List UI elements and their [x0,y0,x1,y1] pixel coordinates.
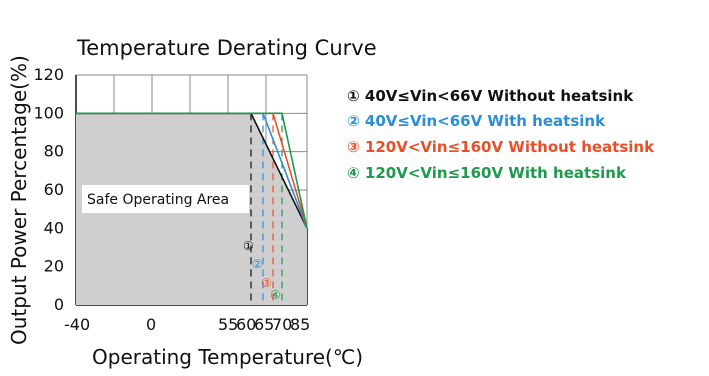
series-marker-3: ③ [261,276,272,290]
y-tick-label: 80 [44,142,64,161]
y-tick-label: 40 [44,218,64,237]
area-label-box [82,185,249,213]
y-tick-label: 60 [44,180,64,199]
y-axis-label: Output Power Percentage(%) [7,55,31,345]
safe-area-label: Safe Operating Area [87,192,229,208]
y-tick-label: 120 [33,65,64,84]
legend-entry-1: ① 40V≤Vin<66V Without heatsink [347,87,634,105]
legend: ① 40V≤Vin<66V Without heatsink ② 40V≤Vin<… [347,87,655,182]
series-marker-1: ① [243,239,254,253]
x-tick-label: -40 [64,315,90,334]
y-tick-label: 100 [33,103,64,122]
series-lines [76,112,308,229]
y-tick-label: 20 [44,257,64,276]
legend-entry-3: ③ 120V<Vin≤160V Without heatsink [347,138,655,156]
x-axis-label: Operating Temperature(℃) [92,345,363,369]
legend-entry-4: ④ 120V<Vin≤160V With heatsink [347,164,627,182]
series-marker-2: ② [252,257,263,271]
x-tick-label: 85 [290,315,310,334]
series-line-4 [76,112,308,229]
threshold-dashes [250,113,283,305]
y-tick-label: 0 [54,295,64,314]
series-markers: ① ② ③④ [243,239,281,302]
x-tick-label: 0 [146,315,156,334]
x-tick-label: 60 [236,315,256,334]
x-tick-label: 55 [218,315,238,334]
legend-entry-2: ② 40V≤Vin<66V With heatsink [347,112,606,130]
chart-title: Temperature Derating Curve [76,36,377,60]
x-tick-label: 70 [272,315,292,334]
x-tick-label: 65 [254,315,274,334]
series-marker-4: ④ [270,288,281,302]
